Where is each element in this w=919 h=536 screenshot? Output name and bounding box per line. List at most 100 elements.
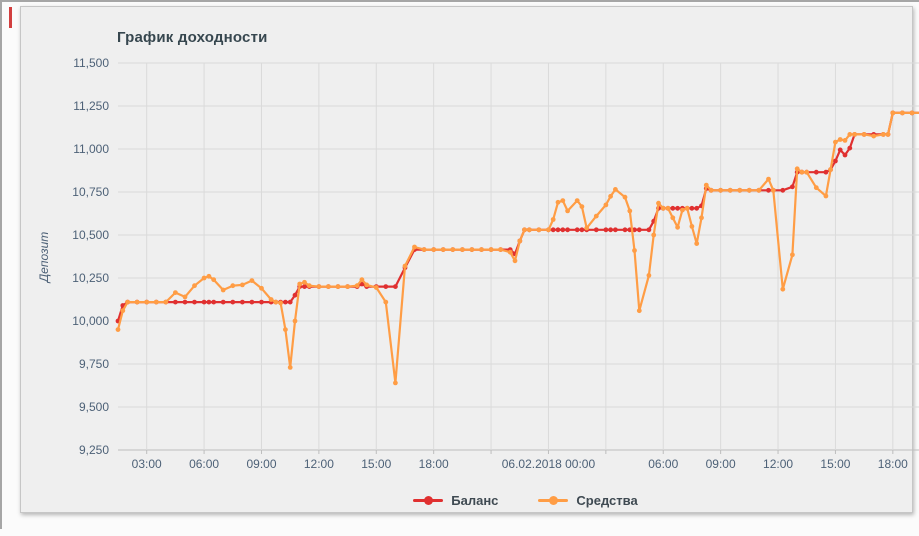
series-marker-equity[interactable] — [885, 132, 891, 137]
series-marker-equity[interactable] — [622, 194, 628, 200]
series-marker-equity[interactable] — [440, 247, 446, 253]
series-marker-equity[interactable] — [173, 290, 178, 295]
series-marker-equity[interactable] — [770, 187, 776, 193]
series-marker-equity[interactable] — [746, 187, 752, 193]
series-marker-equity[interactable] — [345, 284, 350, 289]
series-marker-equity[interactable] — [412, 244, 417, 250]
series-marker-equity[interactable] — [900, 110, 905, 116]
series-marker-equity[interactable] — [240, 282, 245, 288]
series-marker-equity[interactable] — [182, 294, 188, 300]
series-marker-equity[interactable] — [402, 263, 408, 269]
series-marker-equity[interactable] — [842, 138, 848, 143]
series-marker-equity[interactable] — [115, 327, 121, 332]
series-marker-equity[interactable] — [488, 247, 494, 253]
series-marker-balance[interactable] — [694, 205, 700, 211]
series-marker-equity[interactable] — [727, 187, 733, 193]
series-marker-balance[interactable] — [287, 299, 293, 305]
series-marker-balance[interactable] — [813, 169, 819, 175]
series-marker-equity[interactable] — [359, 277, 365, 283]
series-marker-equity[interactable] — [201, 275, 207, 281]
series-marker-equity[interactable] — [393, 380, 398, 386]
series-marker-equity[interactable] — [421, 247, 427, 253]
series-marker-balance[interactable] — [766, 187, 771, 193]
series-marker-equity[interactable] — [220, 287, 226, 293]
series-marker-equity[interactable] — [316, 284, 322, 289]
series-marker-equity[interactable] — [852, 132, 857, 137]
series-marker-equity[interactable] — [603, 202, 609, 208]
series-marker-balance[interactable] — [593, 227, 599, 233]
series-marker-equity[interactable] — [560, 198, 566, 204]
series-marker-equity[interactable] — [665, 205, 671, 211]
series-marker-equity[interactable] — [613, 187, 618, 192]
series-marker-equity[interactable] — [507, 249, 513, 255]
series-marker-balance[interactable] — [173, 299, 178, 305]
series-marker-balance[interactable] — [206, 299, 212, 305]
series-marker-equity[interactable] — [306, 283, 312, 289]
series-marker-equity[interactable] — [766, 176, 771, 182]
series-marker-equity[interactable] — [192, 283, 197, 289]
series-marker-equity[interactable] — [536, 227, 542, 233]
series-marker-equity[interactable] — [292, 318, 298, 324]
series-marker-equity[interactable] — [373, 285, 379, 290]
series-marker-equity[interactable] — [813, 185, 819, 191]
series-marker-equity[interactable] — [144, 299, 150, 305]
series-marker-equity[interactable] — [799, 169, 805, 175]
series-marker-balance[interactable] — [613, 227, 618, 233]
series-marker-equity[interactable] — [512, 258, 518, 264]
series-marker-equity[interactable] — [675, 224, 680, 230]
series-marker-balance[interactable] — [675, 205, 680, 211]
series-marker-equity[interactable] — [627, 208, 633, 214]
series-marker-equity[interactable] — [651, 232, 657, 238]
series-marker-equity[interactable] — [756, 187, 762, 193]
series-marker-balance[interactable] — [603, 227, 609, 233]
series-marker-equity[interactable] — [861, 132, 867, 137]
series-marker-balance[interactable] — [689, 205, 695, 211]
series-marker-balance[interactable] — [240, 299, 245, 305]
series-marker-equity[interactable] — [909, 110, 915, 116]
series-marker-equity[interactable] — [656, 200, 661, 206]
series-marker-balance[interactable] — [201, 299, 207, 305]
series-marker-equity[interactable] — [479, 247, 484, 253]
series-marker-balance[interactable] — [383, 284, 389, 289]
series-marker-equity[interactable] — [837, 137, 843, 142]
series-marker-equity[interactable] — [833, 139, 838, 145]
legend-item-equity[interactable]: Средства — [538, 493, 638, 508]
series-marker-equity[interactable] — [790, 252, 795, 258]
series-marker-balance[interactable] — [283, 299, 288, 305]
series-marker-equity[interactable] — [670, 215, 676, 221]
series-marker-equity[interactable] — [565, 208, 570, 214]
series-marker-balance[interactable] — [259, 299, 264, 305]
series-marker-equity[interactable] — [206, 273, 212, 279]
series-marker-balance[interactable] — [670, 205, 676, 211]
series-marker-balance[interactable] — [550, 227, 556, 233]
series-marker-balance[interactable] — [230, 299, 236, 305]
legend-item-balance[interactable]: Баланс — [413, 493, 498, 508]
series-marker-equity[interactable] — [646, 273, 652, 278]
series-marker-equity[interactable] — [660, 205, 666, 211]
series-marker-equity[interactable] — [163, 299, 169, 305]
series-marker-equity[interactable] — [287, 365, 293, 370]
series-marker-equity[interactable] — [297, 281, 303, 287]
series-marker-equity[interactable] — [354, 283, 360, 289]
series-marker-equity[interactable] — [579, 204, 585, 210]
series-marker-equity[interactable] — [780, 286, 786, 292]
series-marker-balance[interactable] — [632, 227, 637, 233]
series-marker-equity[interactable] — [498, 247, 503, 253]
series-marker-equity[interactable] — [718, 187, 723, 193]
series-marker-balance[interactable] — [837, 147, 843, 153]
series-marker-equity[interactable] — [230, 283, 236, 289]
series-marker-balance[interactable] — [833, 158, 838, 164]
series-marker-equity[interactable] — [273, 299, 279, 305]
series-marker-equity[interactable] — [134, 299, 140, 305]
series-marker-equity[interactable] — [574, 198, 580, 204]
series-marker-equity[interactable] — [555, 199, 561, 205]
series-marker-equity[interactable] — [794, 166, 800, 172]
series-marker-equity[interactable] — [880, 132, 886, 137]
series-marker-equity[interactable] — [450, 247, 456, 253]
series-marker-equity[interactable] — [211, 277, 217, 283]
series-marker-equity[interactable] — [737, 187, 743, 193]
series-marker-equity[interactable] — [684, 205, 690, 211]
series-marker-balance[interactable] — [636, 227, 642, 233]
series-marker-balance[interactable] — [579, 227, 585, 233]
series-marker-equity[interactable] — [278, 300, 283, 306]
